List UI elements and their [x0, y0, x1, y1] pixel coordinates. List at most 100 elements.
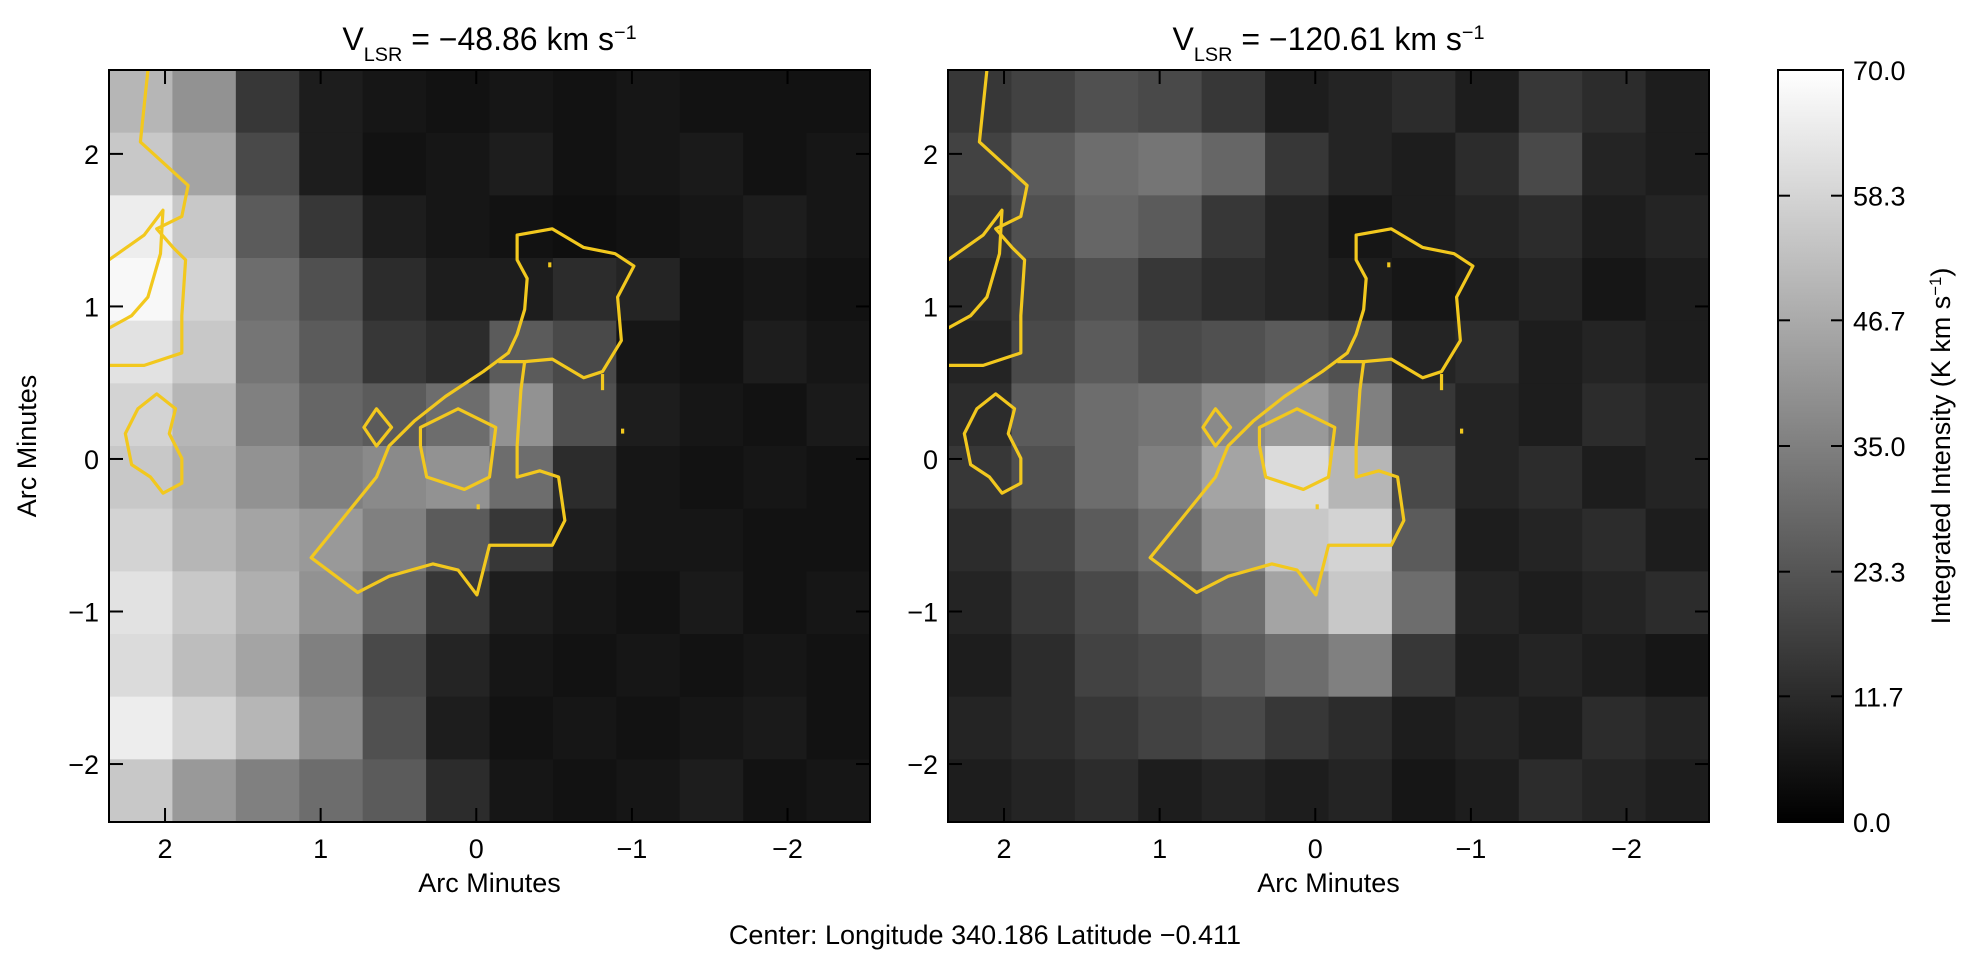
heatmap-cell: [1518, 446, 1583, 510]
heatmap-cell: [299, 446, 364, 510]
heatmap-cell: [1138, 696, 1203, 760]
heatmap-cell: [743, 258, 808, 322]
x-tick-label: −1: [616, 834, 647, 864]
heatmap-cell: [1391, 320, 1456, 384]
heatmap-cell: [489, 320, 554, 384]
colorbar-tick-label: 11.7: [1853, 682, 1904, 712]
heatmap-cell: [235, 258, 300, 322]
heatmap-cell: [1645, 320, 1710, 384]
heatmap-cell: [362, 258, 427, 322]
colorbar-tick-label: 58.3: [1853, 182, 1906, 212]
heatmap-cell: [743, 696, 808, 760]
heatmap-cell: [1328, 508, 1393, 572]
heatmap-cell: [426, 70, 490, 134]
heatmap-cell: [109, 571, 173, 635]
heatmap-cell: [552, 696, 617, 760]
heatmap-cell: [1011, 696, 1076, 760]
heatmap-cell: [616, 70, 681, 134]
heatmap-cell: [552, 258, 617, 322]
heatmap-cell: [1265, 132, 1329, 196]
heatmap-cell: [1074, 759, 1139, 823]
heatmap-cell: [172, 195, 237, 259]
heatmap-cell: [1138, 759, 1203, 823]
frame: [947, 69, 1710, 823]
heatmap-cell: [172, 571, 237, 635]
heatmap-cell: [235, 320, 300, 384]
heatmap-cell: [1455, 70, 1520, 134]
y-tick-label: 2: [923, 140, 938, 170]
heatmap-cell: [1455, 696, 1520, 760]
heatmap-cell: [743, 446, 808, 510]
heatmap-cell: [489, 132, 554, 196]
heatmap-cell: [1138, 634, 1203, 698]
heatmap-cell: [552, 759, 617, 823]
heatmap-cell: [1391, 258, 1456, 322]
heatmap-cell: [616, 508, 681, 572]
heatmap-cell: [1328, 571, 1393, 635]
label: Integrated Intensity (K km s−1): [1926, 268, 1957, 625]
heatmap-cell: [1011, 634, 1076, 698]
heatmap-cell: [679, 634, 744, 698]
heatmap-cell: [1582, 383, 1647, 447]
heatmap-cell: [679, 195, 744, 259]
heatmap-cell: [299, 258, 364, 322]
label-part: −1: [614, 22, 637, 44]
heatmap-cell: [109, 446, 173, 510]
y-tick-label: 1: [923, 292, 938, 322]
heatmap-cell: [552, 571, 617, 635]
heatmap-cell: [1074, 696, 1139, 760]
heatmap-cell: [299, 508, 364, 572]
heatmap-cell: [1201, 759, 1266, 823]
heatmap-cell: [1328, 320, 1393, 384]
heatmap-cell: [362, 696, 427, 760]
heatmap-cell: [1138, 571, 1203, 635]
heatmap-cell: [109, 258, 173, 322]
heatmap-cell: [679, 132, 744, 196]
heatmap-cell: [806, 195, 871, 259]
label-part: = −48.86 km s: [402, 21, 614, 57]
heatmap-cell: [235, 446, 300, 510]
heatmap-cell: [806, 446, 871, 510]
heatmap-cell: [1201, 320, 1266, 384]
label-part: Integrated Intensity (K km s: [1926, 296, 1956, 625]
x-tick-label: 2: [158, 834, 173, 864]
label-part: = −120.61 km s: [1232, 21, 1461, 57]
heatmap-cell: [109, 696, 173, 760]
heatmap-cell: [1455, 258, 1520, 322]
heatmap-cell: [743, 571, 808, 635]
heatmap-cell: [1455, 571, 1520, 635]
heatmap-cell: [616, 696, 681, 760]
heatmap-cell: [1582, 70, 1647, 134]
heatmap-cell: [1011, 70, 1076, 134]
heatmap-cell: [235, 571, 300, 635]
heatmap-cell: [679, 571, 744, 635]
label-part: ): [1926, 268, 1956, 277]
heatmap-cell: [489, 195, 554, 259]
heatmap-cell: [1074, 508, 1139, 572]
label-part: −1: [1462, 22, 1485, 44]
heatmap-cell: [743, 759, 808, 823]
heatmap-cell: [172, 696, 237, 760]
y-tick-label: 0: [84, 445, 99, 475]
heatmap-cell: [1455, 195, 1520, 259]
heatmap-cell: [1391, 571, 1456, 635]
heatmap-cell: [1645, 132, 1710, 196]
heatmap-cell: [1455, 759, 1520, 823]
heatmap-cell: [1391, 446, 1456, 510]
heatmap-cell: [1645, 696, 1710, 760]
colorbar-tick-label: 23.3: [1853, 558, 1906, 588]
heatmap-cell: [1265, 696, 1329, 760]
colorbar-tick-label: 46.7: [1853, 306, 1906, 336]
heatmap-cell: [1582, 446, 1647, 510]
heatmap-cell: [1201, 571, 1266, 635]
x-tick-label: 1: [313, 834, 328, 864]
heatmap-cell: [1201, 696, 1266, 760]
heatmap-cell: [109, 508, 173, 572]
heatmap-cell: [1645, 258, 1710, 322]
heatmap-cell: [1582, 759, 1647, 823]
heatmap-cell: [948, 759, 1012, 823]
heatmap-cell: [552, 634, 617, 698]
heatmap-cell: [679, 258, 744, 322]
heatmap-cell: [299, 70, 364, 134]
